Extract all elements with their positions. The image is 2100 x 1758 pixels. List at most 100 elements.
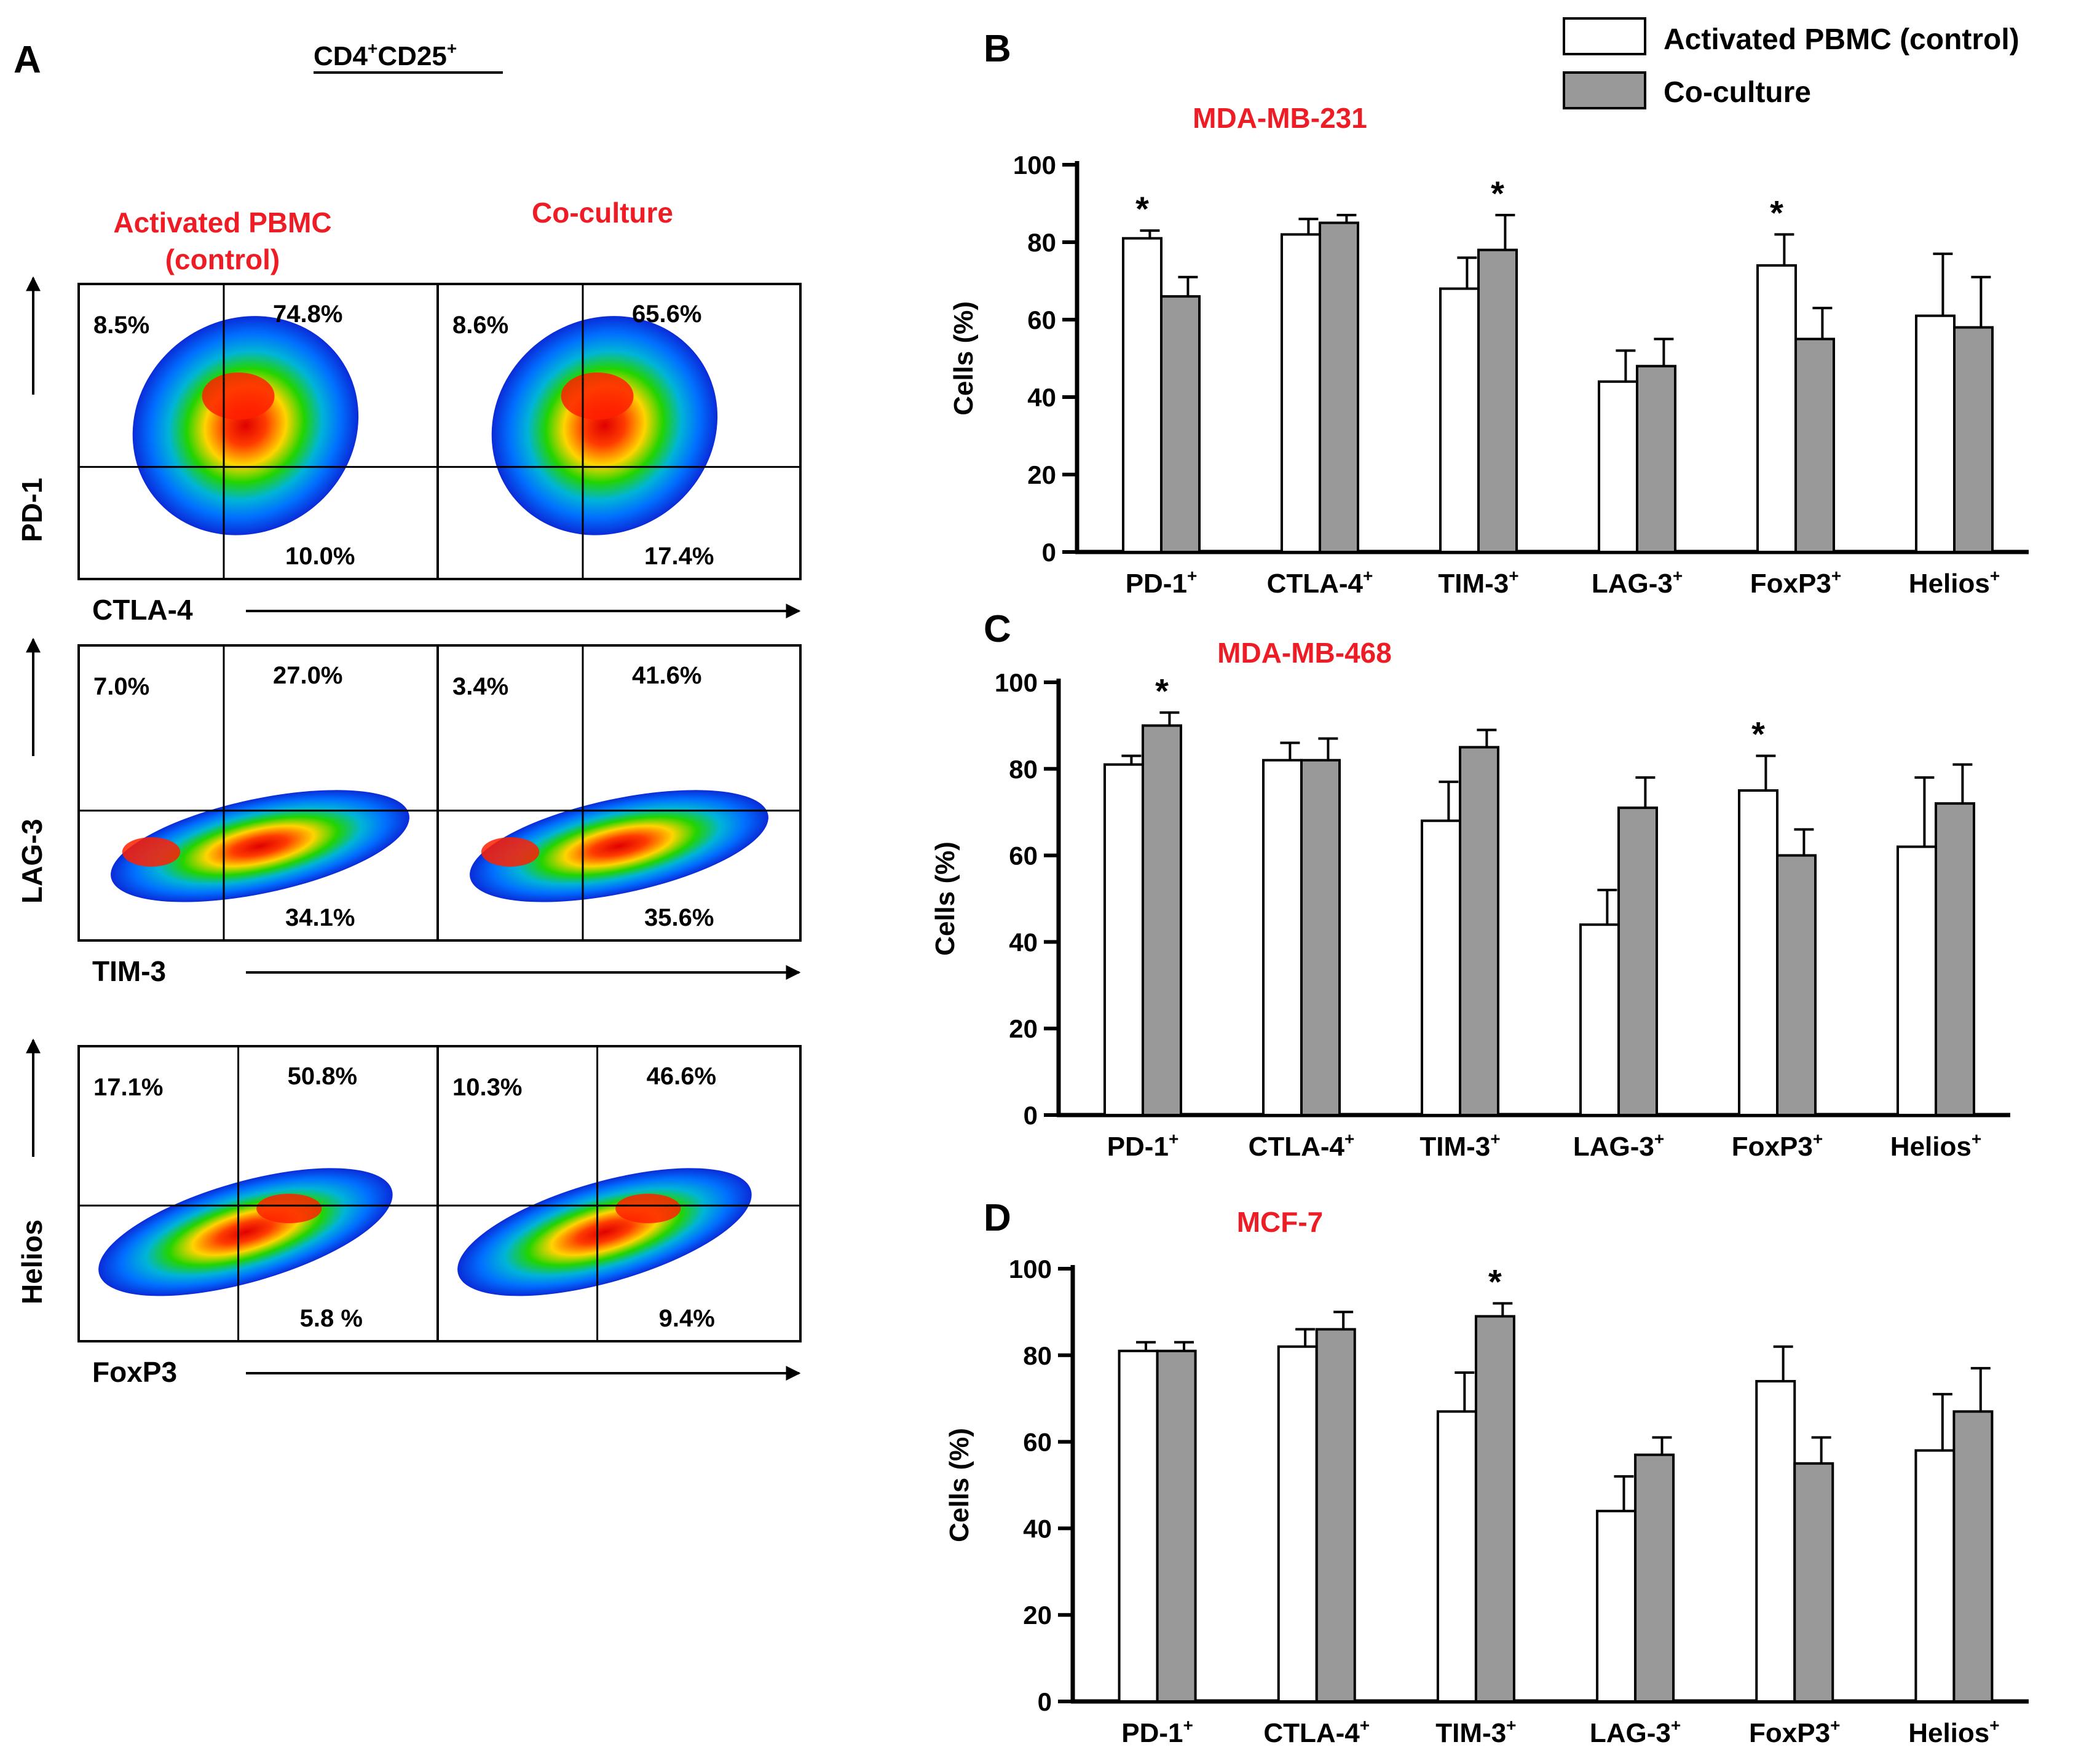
bar-foxp3-control xyxy=(1755,1380,1796,1703)
x-tick-label-ctla-4: CTLA-4+ xyxy=(1263,1716,1370,1748)
bar-helios-control xyxy=(1915,314,1956,553)
bar-ctla-4-coculture xyxy=(1300,759,1341,1116)
bar-foxp3-coculture xyxy=(1776,854,1817,1116)
x-axis-label-tim-3: TIM-3 xyxy=(92,955,166,987)
quadrant-label-upper-left: 10.3% xyxy=(452,1074,522,1101)
column-label-coculture: Co-culture xyxy=(532,197,673,229)
x-tick-label-lag-3: LAG-3+ xyxy=(1592,566,1683,599)
bar-tim-3-control xyxy=(1421,819,1461,1117)
y-tick-label: 60 xyxy=(1023,1428,1052,1457)
density-hotspot xyxy=(481,837,540,867)
flow-plot-pd-1-control: 8.5% 74.8% 10.0% xyxy=(77,283,443,580)
x-axis-label-ctla-4: CTLA-4 xyxy=(92,594,193,626)
bar-ctla-4-control xyxy=(1281,233,1321,553)
flow-plot-lag-3-control: 7.0% 27.0% 34.1% xyxy=(77,644,443,942)
quadrant-label-upper-right: 65.6% xyxy=(632,301,701,328)
x-tick-label-ctla-4: CTLA-4+ xyxy=(1249,1129,1355,1162)
bar-helios-control xyxy=(1897,845,1937,1117)
x-tick-label-tim-3: TIM-3+ xyxy=(1438,566,1518,599)
bar-pd-1-control xyxy=(1122,237,1162,553)
quadrant-label-lower-right: 34.1% xyxy=(285,904,355,931)
x-tick-label-foxp3: FoxP3+ xyxy=(1749,1716,1840,1748)
y-tick-label: 80 xyxy=(1023,1341,1052,1370)
bar-ctla-4-control xyxy=(1262,759,1303,1116)
quadrant-label-lower-right: 5.8 % xyxy=(300,1305,363,1332)
column-label-control-line1: Activated PBMC xyxy=(113,207,331,238)
density-hotspot xyxy=(561,372,634,420)
density-blob xyxy=(132,316,359,535)
quadrant-label-upper-right: 41.6% xyxy=(632,662,701,689)
y-tick-label: 20 xyxy=(1009,1014,1038,1043)
bar-chart-b: B MDA-MB-231 Cells (%) 0 20 40 60 80 100 PD-1+ CTL… xyxy=(949,28,2029,599)
flow-row-lag-3: 7.0% 27.0% 34.1% 3.4% 41.6% 35.6% LAG-3 TIM-3 xyxy=(16,637,802,987)
flow-plot-lag-3-coculture: 3.4% 41.6% 35.6% xyxy=(436,644,802,942)
bar-charts: B MDA-MB-231 Cells (%) 0 20 40 60 80 100 PD-1+ CTL… xyxy=(930,28,2029,1748)
chart-title: MDA-MB-231 xyxy=(1193,102,1367,134)
bar-tim-3-coculture xyxy=(1459,746,1499,1116)
legend-label-control: Activated PBMC (control) xyxy=(1664,23,2019,56)
quadrant-label-upper-left: 17.1% xyxy=(93,1074,163,1101)
x-tick-label-foxp3: FoxP3+ xyxy=(1732,1129,1823,1162)
flow-plot-helios-control: 17.1% 50.8% 5.8 % xyxy=(77,1045,443,1342)
bar-tim-3-control xyxy=(1439,287,1480,553)
panel-letter-c: C xyxy=(984,608,1011,650)
quadrant-label-upper-left: 8.5% xyxy=(93,312,149,339)
x-tick-label-ctla-4: CTLA-4+ xyxy=(1267,566,1373,599)
bar-chart-c: C MDA-MB-468 Cells (%) 0 20 40 60 80 100 PD-1+ CTL… xyxy=(930,608,2010,1162)
y-axis-label: Cells (%) xyxy=(944,1428,974,1542)
density-hotspot xyxy=(122,837,181,867)
significance-marker: * xyxy=(1488,1262,1502,1301)
y-axis-label-helios: Helios xyxy=(16,1220,48,1304)
significance-marker: * xyxy=(1491,174,1504,213)
density-hotspot xyxy=(202,372,275,420)
y-tick-label: 0 xyxy=(1042,538,1056,567)
density-blob xyxy=(491,316,718,535)
bar-foxp3-coculture xyxy=(1794,337,1835,553)
panel-a: A CD4+CD25+ Activated PBMC (control) Co-… xyxy=(14,39,802,1388)
significance-marker: * xyxy=(1770,193,1783,232)
density-blob xyxy=(470,790,768,902)
bar-tim-3-coculture xyxy=(1474,1315,1515,1703)
bar-lag-3-coculture xyxy=(1634,1453,1675,1703)
flow-plot-helios-coculture: 10.3% 46.6% 9.4% xyxy=(436,1045,802,1342)
bar-lag-3-control xyxy=(1579,923,1620,1116)
bar-pd-1-control xyxy=(1118,1349,1159,1703)
quadrant-label-lower-right: 9.4% xyxy=(659,1305,715,1332)
bar-ctla-4-control xyxy=(1277,1345,1318,1703)
panel-letter-d: D xyxy=(984,1197,1011,1239)
y-tick-label: 100 xyxy=(1013,151,1056,179)
flow-row-helios: 17.1% 50.8% 5.8 % 10.3% 46.6% 9.4% Helios FoxP3 xyxy=(16,1038,802,1388)
bar-tim-3-coculture xyxy=(1477,248,1518,553)
panel-a-letter: A xyxy=(14,39,41,81)
quadrant-label-upper-right: 50.8% xyxy=(288,1063,357,1090)
legend-swatch-control xyxy=(1563,17,1646,55)
bar-pd-1-coculture xyxy=(1142,724,1182,1116)
flow-row-pd-1: 8.5% 74.8% 10.0% 8.6% 65.6% 17.4% PD-1 CTLA-4 xyxy=(16,276,802,626)
quadrant-label-lower-right: 17.4% xyxy=(644,543,714,570)
panel-letter-b: B xyxy=(984,28,1011,70)
density-blob xyxy=(111,790,409,902)
quadrant-label-upper-left: 3.4% xyxy=(452,673,508,700)
legend-swatch-coculture xyxy=(1563,71,1646,109)
y-axis-label-pd-1: PD-1 xyxy=(16,478,48,542)
svg-text:CD4+CD25+: CD4+CD25+ xyxy=(314,39,457,71)
legend: Activated PBMC (control) Co-culture xyxy=(1563,17,2019,109)
flow-plots: 8.5% 74.8% 10.0% 8.6% 65.6% 17.4% PD-1 CTLA-4 7.… xyxy=(16,276,802,1388)
bar-pd-1-coculture xyxy=(1156,1349,1197,1703)
density-blob xyxy=(457,1168,752,1296)
bar-lag-3-coculture xyxy=(1636,365,1676,553)
bar-foxp3-coculture xyxy=(1793,1462,1834,1703)
bar-lag-3-coculture xyxy=(1617,806,1658,1117)
y-tick-label: 20 xyxy=(1027,460,1056,489)
bar-pd-1-control xyxy=(1103,763,1144,1116)
x-tick-label-tim-3: TIM-3+ xyxy=(1419,1129,1500,1162)
y-tick-label: 40 xyxy=(1009,928,1038,956)
y-tick-label: 60 xyxy=(1009,842,1038,870)
y-tick-label: 40 xyxy=(1027,383,1056,412)
bar-helios-coculture xyxy=(1935,802,1975,1116)
bar-foxp3-control xyxy=(1756,264,1797,553)
significance-marker: * xyxy=(1155,671,1169,710)
x-tick-label-pd-1: PD-1+ xyxy=(1126,566,1198,599)
panel-a-title: CD4+CD25+ xyxy=(314,39,503,74)
density-hotspot xyxy=(615,1194,681,1223)
